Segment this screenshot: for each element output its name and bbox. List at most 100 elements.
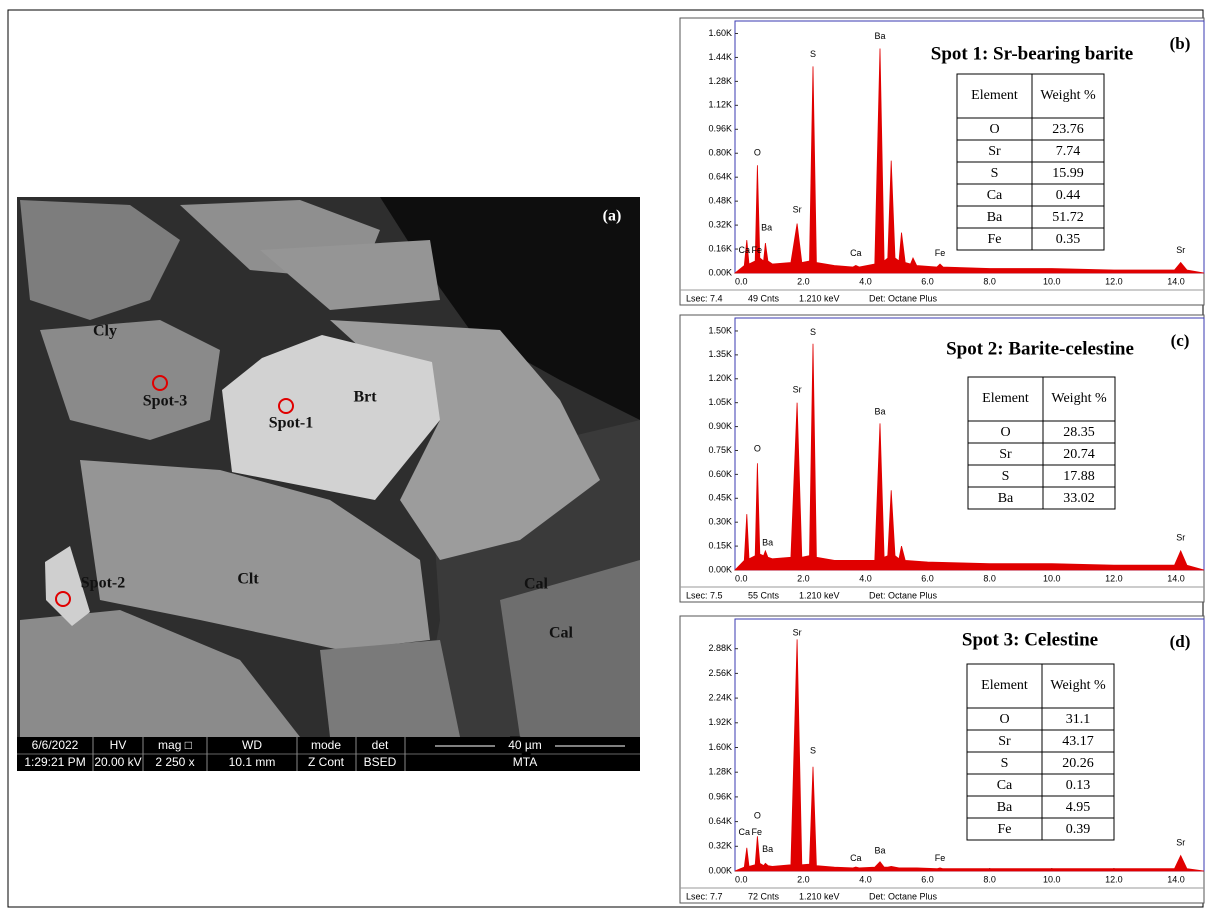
x-tick-label: 8.0 bbox=[983, 276, 996, 286]
panel-label: (a) bbox=[603, 208, 622, 225]
y-tick-label: 0.60K bbox=[708, 469, 732, 479]
table-cell: Ca bbox=[987, 188, 1003, 203]
y-tick-label: 0.16K bbox=[708, 243, 732, 253]
y-tick-label: 2.24K bbox=[708, 692, 732, 702]
y-tick-label: 0.00K bbox=[708, 564, 732, 574]
table-cell: O bbox=[1000, 425, 1010, 440]
table-cell: 4.95 bbox=[1066, 800, 1091, 815]
y-tick-label: 2.88K bbox=[708, 643, 732, 653]
peak-label: S bbox=[810, 49, 816, 59]
spectrum-title: Spot 3: Celestine bbox=[962, 629, 1098, 650]
spot-label: Spot-1 bbox=[269, 415, 313, 432]
info-text: HV bbox=[110, 738, 127, 752]
mineral-label: Brt bbox=[353, 389, 377, 406]
info-text: BSED bbox=[364, 755, 397, 769]
mineral-label: Clt bbox=[237, 571, 259, 588]
footer-text: 1.210 keV bbox=[799, 590, 840, 600]
table-cell: 33.02 bbox=[1063, 491, 1095, 506]
y-tick-label: 0.45K bbox=[708, 493, 732, 503]
peak-label: Ba bbox=[875, 31, 886, 41]
info-text: 10.1 mm bbox=[229, 755, 276, 769]
y-tick-label: 1.60K bbox=[708, 742, 732, 752]
figure: (a) Cly Spot-3 Spot-1 Brt Spot-2 Clt Cal… bbox=[0, 0, 1205, 909]
footer-text: 1.210 keV bbox=[799, 891, 840, 901]
table-cell: S bbox=[1001, 756, 1009, 771]
mineral-label: Cal bbox=[549, 625, 574, 642]
y-tick-label: 0.32K bbox=[708, 219, 732, 229]
info-text: 1:29:21 PM bbox=[24, 755, 85, 769]
y-tick-label: 0.32K bbox=[708, 841, 732, 851]
mineral-label: Cly bbox=[93, 323, 117, 340]
info-text: 40 µm bbox=[508, 738, 542, 752]
spot-label: Spot-2 bbox=[81, 575, 125, 592]
x-tick-label: 4.0 bbox=[859, 874, 872, 884]
y-tick-label: 0.96K bbox=[708, 124, 732, 134]
footer-text: Det: Octane Plus bbox=[869, 293, 938, 303]
panel-label: (b) bbox=[1170, 34, 1191, 53]
y-tick-label: 1.92K bbox=[708, 717, 732, 727]
y-tick-label: 0.30K bbox=[708, 517, 732, 527]
peak-label: Ca bbox=[850, 248, 862, 258]
y-tick-label: 1.60K bbox=[708, 28, 732, 38]
info-text: WD bbox=[242, 738, 262, 752]
spectrum-title: Spot 1: Sr-bearing barite bbox=[931, 43, 1133, 64]
peak-label: Ba bbox=[875, 407, 886, 417]
table-cell: 0.13 bbox=[1066, 778, 1091, 793]
y-tick-label: 1.44K bbox=[708, 52, 732, 62]
y-tick-label: 0.80K bbox=[708, 148, 732, 158]
y-tick-label: 1.28K bbox=[708, 767, 732, 777]
x-tick-label: 6.0 bbox=[921, 276, 934, 286]
peak-label: O bbox=[754, 148, 761, 158]
info-text: mode bbox=[311, 738, 341, 752]
table-header: Weight % bbox=[1051, 391, 1107, 406]
x-tick-label: 8.0 bbox=[983, 874, 996, 884]
grain bbox=[320, 640, 460, 737]
table-cell: 17.88 bbox=[1063, 469, 1095, 484]
x-tick-label: 12.0 bbox=[1105, 276, 1123, 286]
footer-text: 49 Cnts bbox=[748, 293, 780, 303]
y-tick-label: 1.20K bbox=[708, 373, 732, 383]
x-tick-label: 14.0 bbox=[1167, 573, 1185, 583]
info-text: Z Cont bbox=[308, 755, 345, 769]
table-cell: 23.76 bbox=[1052, 122, 1084, 137]
x-tick-label: 10.0 bbox=[1043, 276, 1061, 286]
peak-label: Sr bbox=[1176, 838, 1185, 848]
info-text: det bbox=[372, 738, 389, 752]
y-tick-label: 0.64K bbox=[708, 172, 732, 182]
peak-label: Ca bbox=[739, 245, 751, 255]
peak-label: Ca bbox=[850, 853, 862, 863]
table-header: Element bbox=[981, 678, 1028, 693]
x-tick-label: 8.0 bbox=[983, 573, 996, 583]
x-tick-label: 12.0 bbox=[1105, 874, 1123, 884]
table-cell: Ba bbox=[997, 800, 1013, 815]
info-text: MTA bbox=[513, 755, 537, 769]
table-cell: Fe bbox=[998, 822, 1012, 837]
table-cell: Sr bbox=[988, 144, 1001, 159]
table-cell: Sr bbox=[998, 734, 1011, 749]
x-tick-label: 2.0 bbox=[797, 874, 810, 884]
x-tick-label: 2.0 bbox=[797, 276, 810, 286]
peak-label: S bbox=[810, 327, 816, 337]
table-cell: 7.74 bbox=[1056, 144, 1081, 159]
x-tick-label: 12.0 bbox=[1105, 573, 1123, 583]
mineral-label: Cal bbox=[524, 576, 549, 593]
y-tick-label: 0.75K bbox=[708, 445, 732, 455]
peak-label: Ba bbox=[762, 537, 773, 547]
peak-label: Fe bbox=[751, 245, 762, 255]
spectrum-title: Spot 2: Barite-celestine bbox=[946, 338, 1134, 359]
peak-label: Fe bbox=[935, 248, 946, 258]
table-cell: 43.17 bbox=[1062, 734, 1094, 749]
table-cell: 20.74 bbox=[1063, 447, 1095, 462]
x-tick-label: 10.0 bbox=[1043, 874, 1061, 884]
peak-label: O bbox=[754, 443, 761, 453]
info-text: 6/6/2022 bbox=[32, 738, 79, 752]
table-cell: Fe bbox=[988, 232, 1002, 247]
peak-label: Ca bbox=[739, 827, 751, 837]
x-tick-label: 4.0 bbox=[859, 573, 872, 583]
peak-label: Ba bbox=[761, 222, 772, 232]
x-tick-label: 6.0 bbox=[921, 573, 934, 583]
peak-label: Sr bbox=[793, 205, 802, 215]
x-tick-label: 2.0 bbox=[797, 573, 810, 583]
y-tick-label: 0.64K bbox=[708, 816, 732, 826]
y-tick-label: 0.48K bbox=[708, 196, 732, 206]
